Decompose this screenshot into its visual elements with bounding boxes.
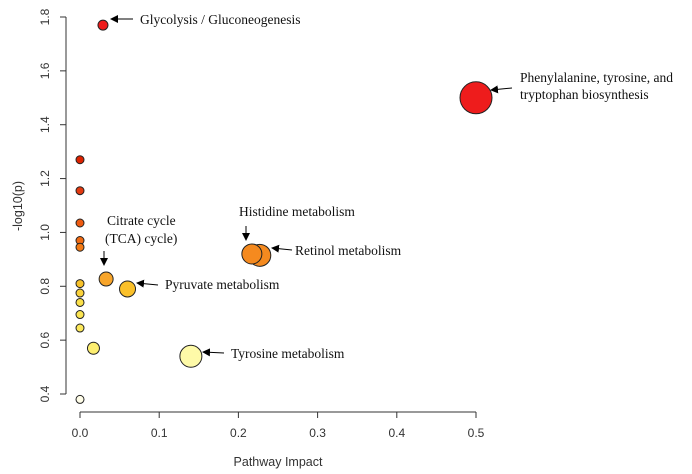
phenylalanine-label-line-1: Phenylalanine, tyrosine, and bbox=[520, 70, 673, 85]
x-tick-label: 0.2 bbox=[230, 426, 247, 440]
data-point bbox=[75, 242, 85, 252]
data-point bbox=[75, 288, 85, 298]
x-tick-label: 0.3 bbox=[309, 426, 326, 440]
data-point bbox=[75, 186, 85, 196]
y-tick-label: 1.6 bbox=[38, 62, 52, 79]
x-tick-label: 0.0 bbox=[72, 426, 89, 440]
y-tick-label: 0.4 bbox=[38, 385, 52, 402]
data-point bbox=[75, 279, 85, 289]
y-tick-label: 1.8 bbox=[38, 8, 52, 25]
y-axis-ticks: 0.4 0.6 0.8 1.0 1.2 1.4 1.6 1.8 bbox=[38, 8, 66, 402]
y-tick-label: 1.0 bbox=[38, 224, 52, 241]
data-point bbox=[179, 344, 203, 368]
y-tick-label: 0.6 bbox=[38, 331, 52, 348]
data-point bbox=[98, 271, 114, 287]
x-tick-label: 0.1 bbox=[151, 426, 168, 440]
data-point bbox=[75, 323, 85, 333]
y-tick-label: 1.2 bbox=[38, 170, 52, 187]
histidine-label: Histidine metabolism bbox=[239, 204, 355, 219]
data-point bbox=[75, 297, 85, 307]
data-point bbox=[75, 310, 85, 320]
data-points bbox=[75, 19, 493, 404]
phenylalanine-arrow bbox=[490, 85, 513, 94]
x-tick-label: 0.5 bbox=[468, 426, 485, 440]
pyruvate-arrow bbox=[136, 279, 159, 288]
data-point bbox=[241, 243, 263, 265]
annotation-arrows bbox=[100, 15, 513, 357]
data-point bbox=[459, 81, 493, 115]
tyrosine-label: Tyrosine metabolism bbox=[231, 346, 345, 361]
citrate-label-line-1: Citrate cycle bbox=[107, 213, 176, 228]
x-axis-ticks: 0.0 0.1 0.2 0.3 0.4 0.5 bbox=[72, 412, 485, 440]
y-tick-label: 0.8 bbox=[38, 278, 52, 295]
retinol-label: Retinol metabolism bbox=[295, 243, 402, 258]
glycolysis-label: Glycolysis / Gluconeogenesis bbox=[140, 12, 300, 27]
tyrosine-arrow bbox=[202, 348, 225, 357]
data-point bbox=[75, 218, 85, 228]
retinol-arrow bbox=[271, 244, 293, 253]
phenylalanine-label-line-2: tryptophan biosynthesis bbox=[520, 87, 649, 102]
pyruvate-label: Pyruvate metabolism bbox=[165, 277, 280, 292]
x-axis-title: Pathway Impact bbox=[234, 455, 323, 469]
data-point bbox=[86, 341, 100, 355]
data-point bbox=[75, 155, 85, 165]
data-point bbox=[97, 19, 109, 31]
x-tick-label: 0.4 bbox=[388, 426, 405, 440]
y-axis-title: -log10(p) bbox=[11, 181, 25, 231]
data-point bbox=[119, 280, 137, 298]
data-point bbox=[75, 394, 85, 404]
y-tick-label: 1.4 bbox=[38, 116, 52, 133]
citrate-label-line-2: (TCA) cycle) bbox=[105, 231, 177, 246]
